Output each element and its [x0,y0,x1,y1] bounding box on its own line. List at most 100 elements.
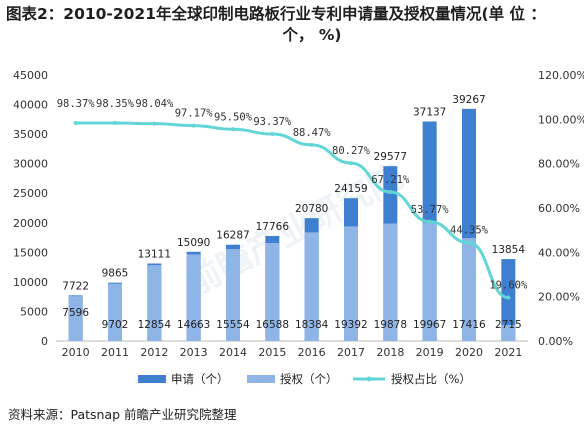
ratio-point [427,219,432,224]
x-tick-label: 2018 [376,346,404,359]
ratio-value-label: 67.21% [371,174,410,186]
bar-grants [304,232,319,341]
y-right-tick-label: 120.00% [538,69,584,82]
grants-value-label: 19967 [413,319,446,331]
bar-grants [108,283,122,341]
y-right-tick-label: 60.00% [538,202,580,215]
legend-swatch-grants [247,375,275,383]
applications-value-label: 29577 [374,151,407,163]
y-left-tick-label: 25000 [13,187,48,200]
legend-label-applications: 申请（个） [171,372,229,386]
bar-grants [265,242,280,341]
ratio-value-label: 19.60% [489,280,528,292]
bar-applications [501,259,516,341]
ratio-point [309,142,314,147]
legend-label-ratio: 授权占比（%） [391,372,471,386]
bar-grants [344,226,358,341]
x-tick-label: 2011 [101,346,129,359]
y-left-tick-label: 40000 [13,99,48,112]
bar-grants [186,254,201,341]
legend-marker-ratio [366,376,372,382]
ratio-point [270,132,275,137]
bar-grants [147,265,162,341]
chart-title-line2: 个， %) [282,26,342,44]
ratio-point [467,240,471,245]
ratio-value-label: 98.37% [57,98,96,110]
y-right-tick-label: 0.00% [538,335,573,348]
y-right-tick-label: 40.00% [538,246,580,259]
y-left-tick-label: 20000 [13,217,48,230]
bar-grants [501,324,516,341]
x-tick-label: 2021 [494,346,522,359]
ratio-value-label: 98.35% [96,98,135,110]
chart-title-line1: 图表2：2010-2021年全球印制电路板行业专利申请量及授权量情况(单 位 ： [6,5,546,23]
bar-grants [383,223,398,341]
bar-grants [226,249,240,341]
bar-grants [462,238,476,341]
grants-value-label: 7596 [62,307,89,319]
source-note: 资料来源：Patsnap 前瞻产业研究院整理 [8,407,237,422]
x-tick-label: 2012 [140,346,168,359]
grants-value-label: 2715 [495,319,522,331]
ratio-value-label: 88.47% [293,127,332,139]
bar-grants [68,296,83,341]
x-tick-label: 2020 [455,346,483,359]
y-right-tick-label: 100.00% [538,113,584,126]
applications-value-label: 39267 [452,94,485,106]
applications-value-label: 9865 [102,268,129,280]
y-right-tick-label: 80.00% [538,158,580,171]
bar-grants [422,222,437,341]
ratio-point [73,120,78,125]
y-left-tick-label: 30000 [13,158,48,171]
applications-value-label: 13111 [138,248,171,260]
applications-value-label: 16287 [216,230,249,242]
y-left-tick-label: 5000 [20,305,48,318]
applications-value-label: 15090 [177,237,210,249]
ratio-point [349,161,353,166]
x-tick-label: 2019 [416,346,444,359]
grants-value-label: 19878 [374,319,407,331]
applications-value-label: 7722 [62,280,89,292]
chart-title: 图表2：2010-2021年全球印制电路板行业专利申请量及授权量情况(单 位 ：… [6,4,578,46]
y-left-tick-label: 10000 [13,276,48,289]
grants-value-label: 19392 [334,319,367,331]
grants-value-label: 12854 [138,319,172,331]
ratio-value-label: 95.50% [214,111,253,123]
legend-label-grants: 授权（个） [280,372,338,386]
ratio-point [506,295,511,300]
grants-value-label: 17416 [452,319,486,331]
y-left-tick-label: 15000 [13,246,48,259]
ratio-point [231,127,235,132]
grants-value-label: 14663 [177,319,210,331]
applications-value-label: 13854 [492,244,526,256]
ratio-point [152,121,157,126]
ratio-value-label: 98.04% [135,98,174,110]
grants-value-label: 18384 [295,319,329,331]
ratio-value-label: 80.27% [332,145,371,157]
applications-value-label: 20780 [295,203,328,215]
x-tick-label: 2013 [180,346,208,359]
ratio-value-label: 97.17% [175,108,214,120]
x-tick-label: 2010 [62,346,90,359]
ratio-value-label: 93.37% [253,116,292,128]
y-left-tick-label: 45000 [13,69,48,82]
ratio-value-label: 44.35% [450,225,489,237]
grants-value-label: 9702 [102,319,129,331]
x-tick-label: 2016 [298,346,326,359]
ratio-point [388,190,393,195]
y-left-tick-label: 0 [41,335,48,348]
ratio-point [191,123,196,128]
applications-value-label: 37137 [413,106,446,118]
x-tick-label: 2017 [337,346,365,359]
grants-value-label: 16588 [256,319,289,331]
ratio-point [113,120,117,125]
x-tick-label: 2015 [258,346,286,359]
ratio-value-label: 53.77% [411,204,450,216]
x-tick-label: 2014 [219,346,247,359]
grants-value-label: 15554 [216,319,250,331]
legend-swatch-applications [138,375,166,383]
y-left-tick-label: 35000 [13,128,48,141]
applications-value-label: 24159 [334,183,367,195]
y-right-tick-label: 20.00% [538,291,580,304]
